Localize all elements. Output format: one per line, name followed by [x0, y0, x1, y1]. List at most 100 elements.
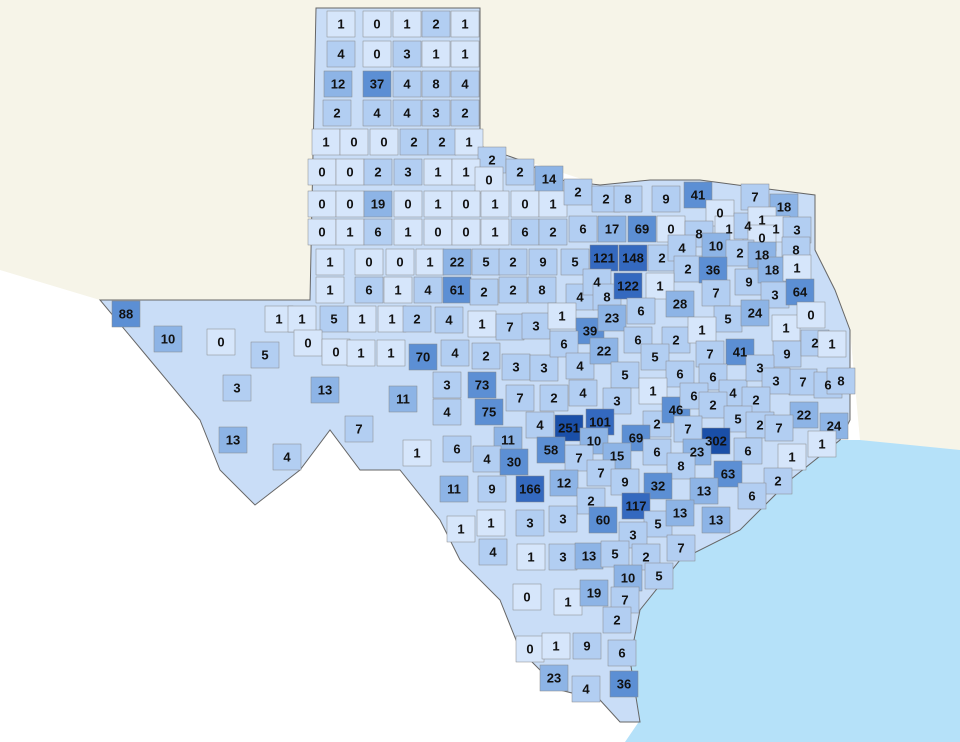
county-fill — [571, 675, 601, 703]
county-fill — [467, 310, 497, 338]
county-count-label: 1 — [357, 346, 364, 361]
county-count-label: 1 — [434, 197, 441, 212]
county-count-label: 14 — [542, 172, 557, 187]
county-count-label: 63 — [721, 467, 735, 482]
county-fill — [627, 215, 657, 243]
county-count-label: 7 — [575, 451, 582, 466]
county-count-label: 0 — [217, 335, 224, 350]
county-fill — [392, 10, 422, 38]
county-count-label: 6 — [521, 225, 528, 240]
county-count-label: 2 — [774, 474, 781, 489]
county-count-label: 1 — [828, 337, 835, 352]
county-fill — [642, 438, 672, 466]
county-count-label: 0 — [373, 47, 380, 62]
county-count-label: 4 — [579, 386, 587, 401]
county-count-label: 0 — [318, 197, 325, 212]
county-count-label: 13 — [673, 506, 687, 521]
county-count-label: 10 — [161, 332, 175, 347]
county-fill — [362, 10, 392, 38]
county-fill — [553, 588, 583, 616]
county-fill — [421, 99, 451, 127]
county-count-label: 0 — [380, 135, 387, 150]
county-count-label: 6 — [653, 445, 660, 460]
county-fill — [477, 475, 507, 503]
county-count-label: 4 — [283, 450, 291, 465]
county-fill — [311, 128, 341, 156]
county-count-label: 3 — [432, 106, 439, 121]
county-fill — [536, 436, 566, 464]
county-count-label: 7 — [751, 190, 758, 205]
county-count-label: 6 — [618, 646, 625, 661]
county-count-label: 1 — [491, 225, 498, 240]
county-fill — [250, 341, 280, 369]
county-fill — [423, 158, 453, 186]
county-count-label: 7 — [597, 466, 604, 481]
county-count-label: 4 — [593, 275, 601, 290]
county-fill — [347, 305, 377, 333]
county-fill — [763, 467, 793, 495]
county-fill — [602, 606, 632, 634]
county-fill — [392, 40, 422, 68]
county-count-label: 6 — [748, 489, 755, 504]
county-fill — [665, 360, 695, 388]
county-fill — [421, 70, 451, 98]
county-count-label: 22 — [797, 408, 811, 423]
county-count-label: 0 — [462, 197, 469, 212]
county-fill — [713, 460, 743, 488]
county-fill — [515, 635, 545, 663]
county-count-label: 3 — [540, 361, 547, 376]
county-count-label: 1 — [326, 255, 333, 270]
county-count-label: 166 — [519, 482, 541, 497]
county-fill — [607, 639, 637, 667]
county-count-label: 1 — [788, 450, 795, 465]
county-count-label: 3 — [233, 381, 240, 396]
county-count-label: 3 — [443, 378, 450, 393]
county-fill — [321, 338, 351, 366]
county-count-label: 3 — [512, 360, 519, 375]
county-count-label: 0 — [716, 206, 723, 221]
county-count-label: 24 — [748, 306, 763, 321]
county-count-label: 2 — [461, 106, 468, 121]
county-count-label: 1 — [388, 312, 395, 327]
county-count-label: 122 — [617, 279, 639, 294]
county-count-label: 6 — [637, 304, 644, 319]
county-count-label: 3 — [629, 528, 636, 543]
county-count-label: 1 — [552, 639, 559, 654]
county-count-label: 0 — [523, 590, 530, 605]
county-fill — [771, 314, 801, 342]
county-count-label: 7 — [621, 593, 628, 608]
county-fill — [515, 475, 545, 503]
county-fill — [354, 248, 384, 276]
county-fill — [610, 361, 640, 389]
county-count-label: 4 — [337, 47, 345, 62]
county-count-label: 6 — [634, 333, 641, 348]
county-count-label: 3 — [559, 550, 566, 565]
county-fill — [446, 515, 476, 543]
county-fill — [385, 248, 415, 276]
county-count-label: 2 — [509, 255, 516, 270]
county-fill — [572, 632, 602, 660]
county-count-label: 1 — [337, 17, 344, 32]
county-count-label: 4 — [461, 77, 469, 92]
county-count-label: 2 — [509, 283, 516, 298]
county-count-label: 0 — [346, 165, 353, 180]
county-count-label: 75 — [482, 405, 496, 420]
county-fill — [548, 543, 578, 571]
county-fill — [393, 158, 423, 186]
county-fill — [442, 248, 472, 276]
county-fill — [538, 218, 568, 246]
county-fill — [434, 306, 464, 334]
county-count-label: 4 — [489, 545, 497, 560]
county-count-label: 4 — [576, 359, 584, 374]
county-count-label: 5 — [621, 368, 628, 383]
county-count-label: 2 — [410, 135, 417, 150]
county-count-label: 9 — [539, 255, 546, 270]
us-land — [0, 0, 960, 455]
county-fill — [432, 398, 462, 426]
county-count-label: 7 — [712, 286, 719, 301]
county-fill — [713, 305, 743, 333]
county-fill — [549, 469, 579, 497]
county-fill — [515, 509, 545, 537]
county-fill — [521, 312, 551, 340]
county-count-label: 2 — [413, 312, 420, 327]
